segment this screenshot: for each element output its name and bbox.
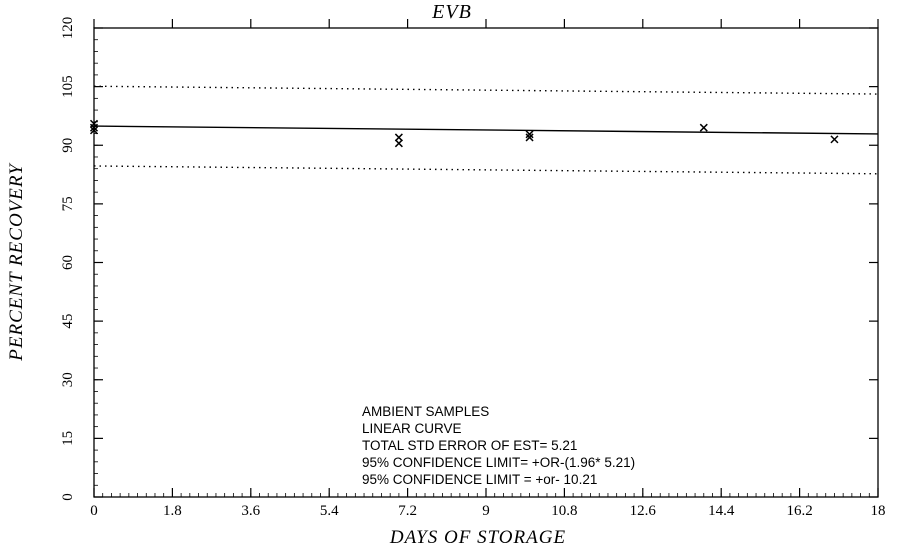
x-tick-label: 18 <box>871 503 886 519</box>
y-axis-title: PERCENT RECOVERY <box>6 162 27 362</box>
y-tick-label: 0 <box>60 493 76 501</box>
x-tick-label: 14.4 <box>708 503 735 519</box>
x-tick-label: 10.8 <box>551 503 577 519</box>
data-point-stroke <box>394 133 403 142</box>
y-tick-label: 60 <box>60 255 76 270</box>
data-point-stroke <box>830 135 839 144</box>
data-point-stroke <box>89 123 99 132</box>
chart-title: EVB <box>431 1 472 23</box>
x-tick-label: 12.6 <box>630 503 657 519</box>
annotation-confidence-formula: 95% CONFIDENCE LIMIT= +OR-(1.96* 5.21) <box>362 455 635 470</box>
lower-confidence-line <box>93 165 879 175</box>
y-tick-label: 15 <box>60 431 76 446</box>
data-point <box>89 123 99 132</box>
y-tick-label: 120 <box>60 17 76 40</box>
x-tick-label: 7.2 <box>398 503 417 519</box>
data-point-stroke <box>89 126 99 135</box>
y-tick-label: 75 <box>60 196 76 211</box>
x-axis-title: DAYS OF STORAGE <box>389 527 566 548</box>
linear-fit-line <box>93 125 879 135</box>
x-tick-label: 0 <box>90 503 98 519</box>
data-point-stroke <box>699 123 708 132</box>
y-tick-label: 90 <box>60 138 76 153</box>
x-tick-label: 5.4 <box>320 503 339 519</box>
x-tick-label: 3.6 <box>241 503 260 519</box>
data-point <box>394 139 403 148</box>
y-tick-label: 45 <box>60 314 76 329</box>
x-tick-label: 9 <box>482 503 490 519</box>
annotation-confidence-value: 95% CONFIDENCE LIMIT = +or- 10.21 <box>362 472 597 487</box>
annotation-std-error: TOTAL STD ERROR OF EST= 5.21 <box>362 438 577 453</box>
y-tick-label: 105 <box>60 75 76 98</box>
data-point <box>394 133 403 142</box>
data-point-stroke <box>525 133 534 142</box>
annotation-samples: AMBIENT SAMPLES <box>362 404 489 419</box>
x-tick-label: 16.2 <box>786 503 812 519</box>
plot-frame <box>93 27 879 498</box>
y-tick-label: 30 <box>60 372 76 387</box>
x-tick-label: 1.8 <box>163 503 182 519</box>
data-point-stroke <box>525 130 534 139</box>
upper-confidence-line <box>93 85 879 95</box>
annotation-curve: LINEAR CURVE <box>362 421 462 436</box>
data-point <box>699 123 708 132</box>
data-point-stroke <box>394 139 403 148</box>
data-point <box>525 133 534 142</box>
data-point <box>525 130 534 139</box>
data-point <box>89 126 99 135</box>
data-point <box>830 135 839 144</box>
